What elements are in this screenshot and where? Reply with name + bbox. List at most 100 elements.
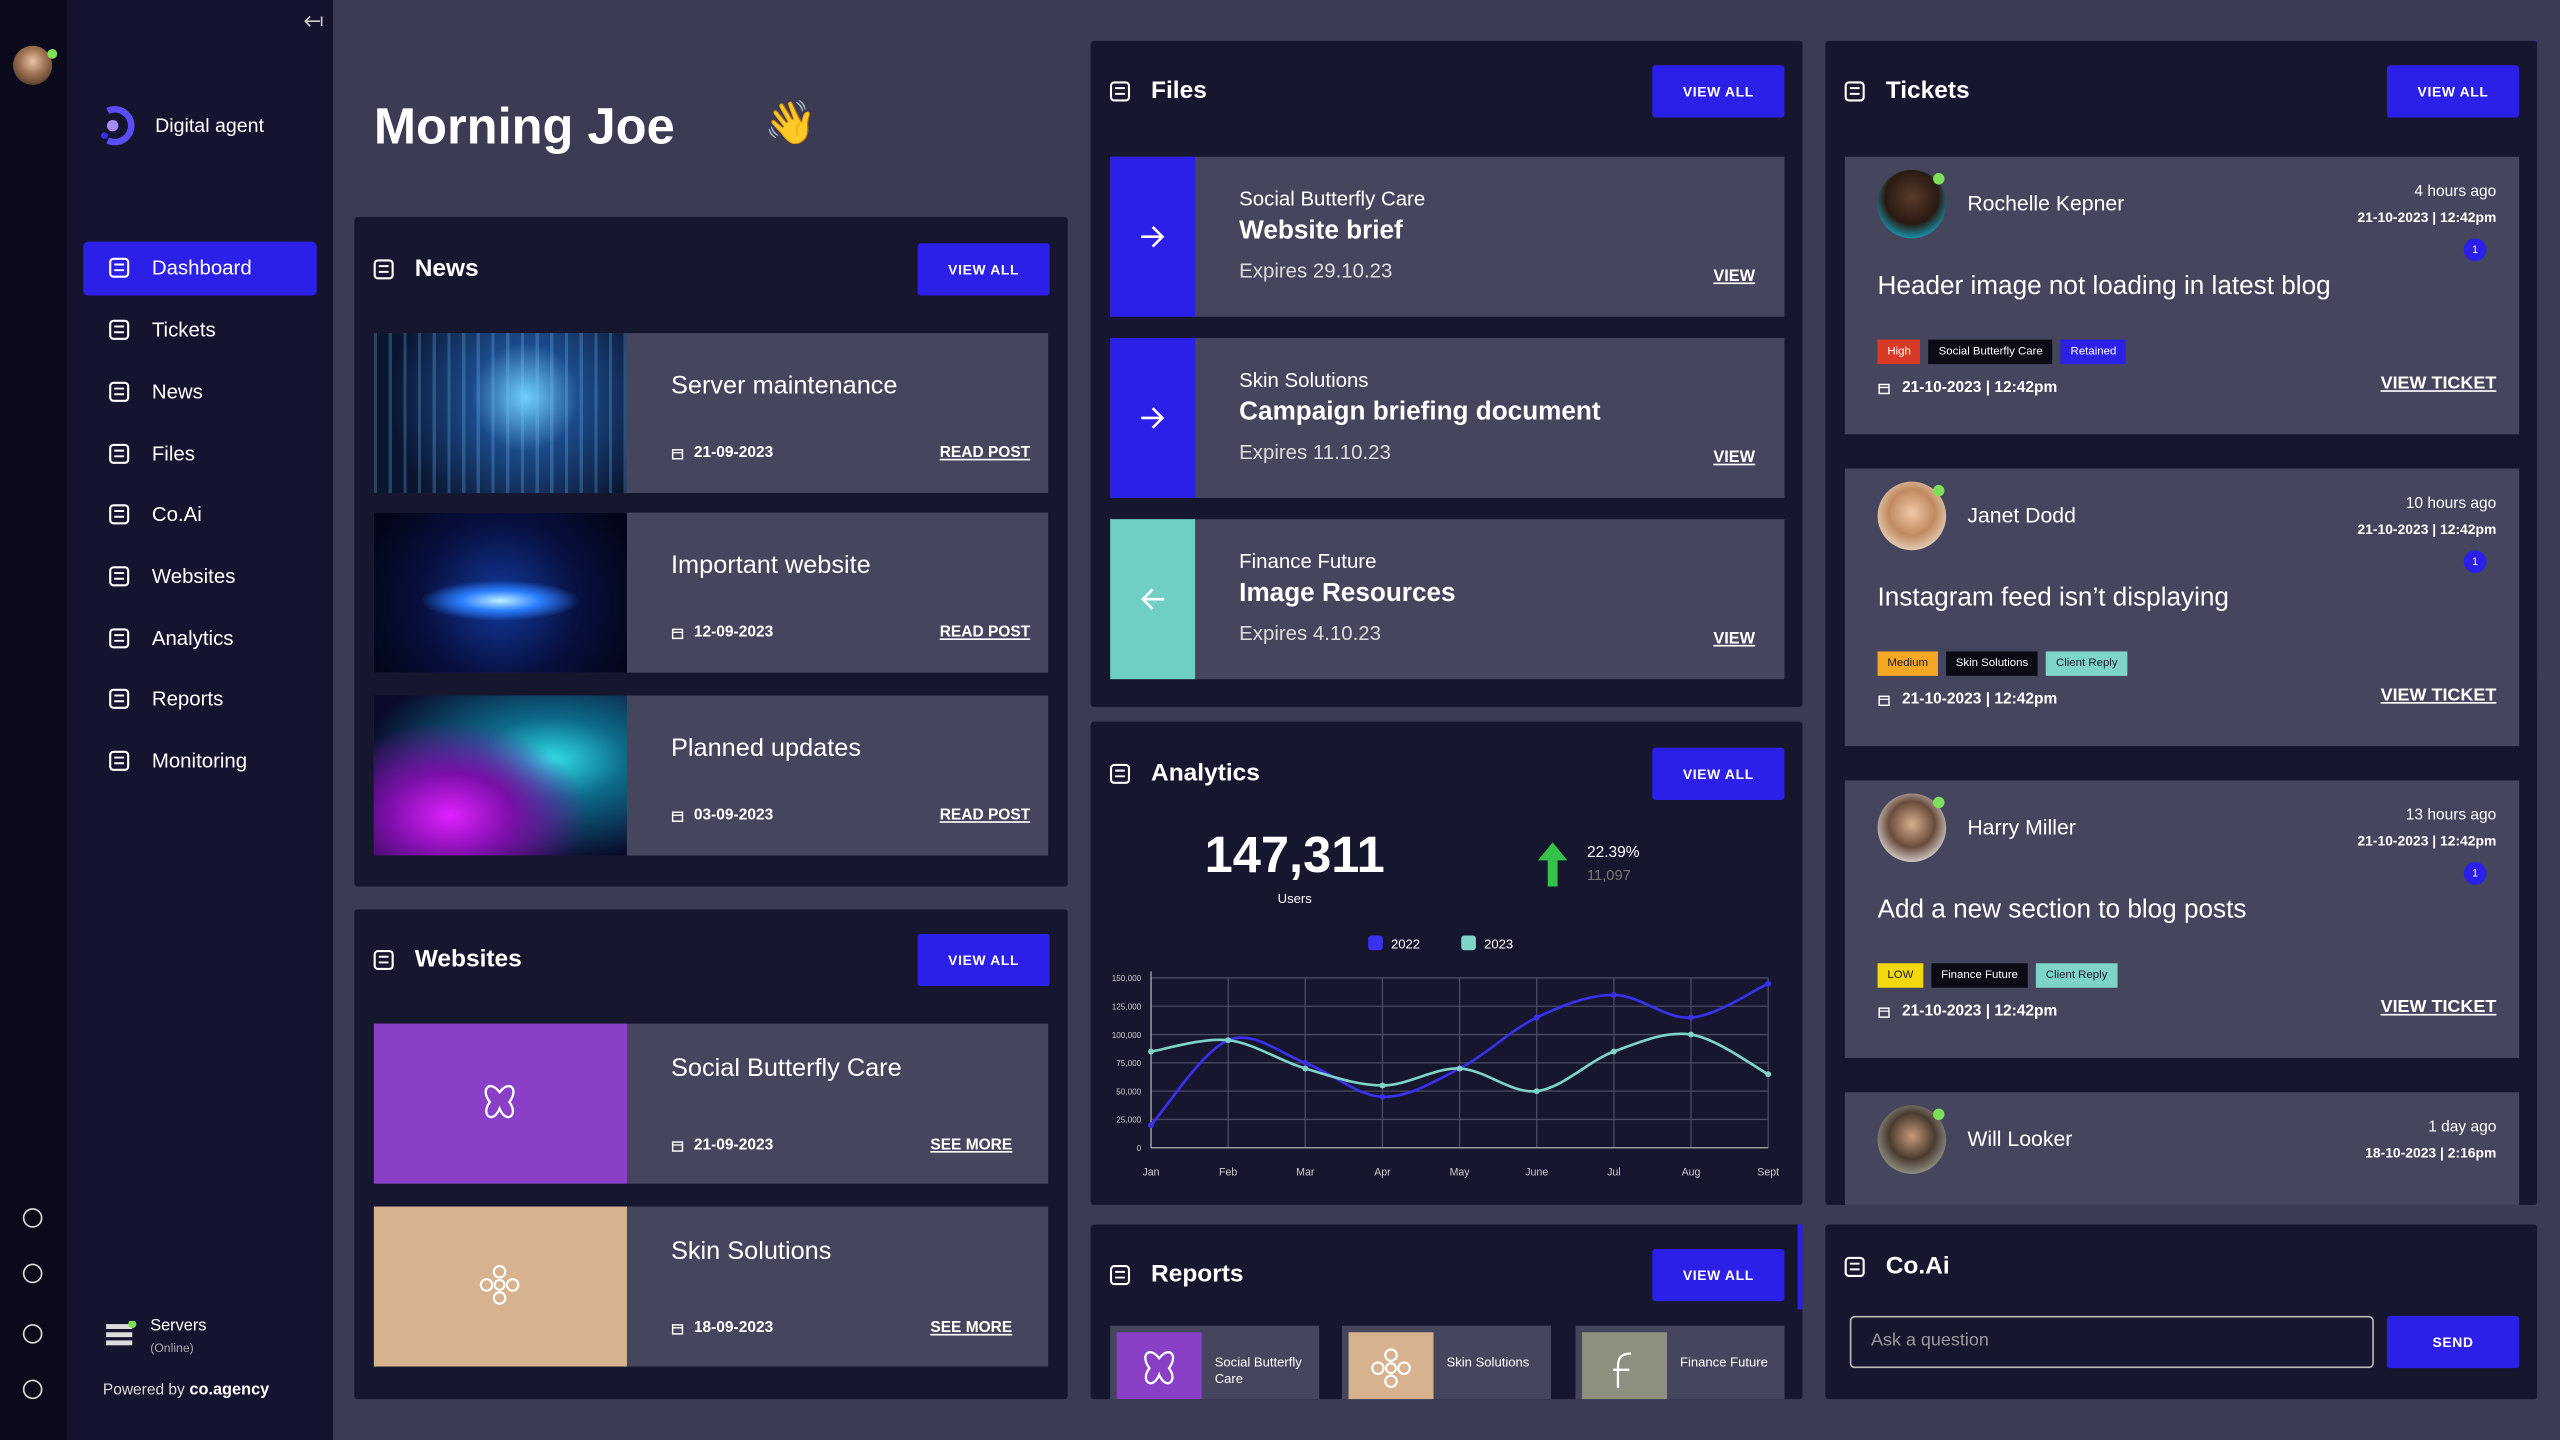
icon	[1844, 81, 1865, 102]
servers-status: (Online)	[150, 1339, 194, 1355]
news-title: Important website	[671, 551, 871, 580]
ticket-created: 21-10-2023 | 12:42pm	[1902, 379, 2058, 398]
rail-icon[interactable]	[22, 1324, 43, 1344]
rail-icon[interactable]	[22, 1263, 43, 1284]
data-point	[1148, 1048, 1154, 1055]
data-point	[1688, 1031, 1694, 1038]
report-name: Finance Future	[1679, 1355, 1768, 1370]
nav-item[interactable]: Analytics	[151, 626, 234, 649]
file-title: Campaign briefing document	[1239, 399, 1601, 427]
panel-title: News	[414, 254, 479, 283]
ticket-created: 21-10-2023 | 12:42pm	[1902, 691, 2058, 710]
rail-icon[interactable]	[22, 1379, 43, 1400]
file-title: Website brief	[1239, 217, 1403, 246]
read-post-link[interactable]: READ POST	[939, 624, 1031, 643]
icon-shape	[109, 566, 130, 587]
logo	[101, 106, 135, 146]
icon	[1109, 763, 1131, 784]
view-all-button[interactable]: VIEW ALL	[1652, 1248, 1785, 1302]
ticket-tag: Medium	[1877, 651, 1938, 676]
total-users: 147,311	[1204, 826, 1385, 884]
data-point	[1148, 1122, 1154, 1129]
see-more-link[interactable]: SEE MORE	[930, 1136, 1013, 1155]
question-input[interactable]: Ask a question	[1849, 1315, 2374, 1369]
x-tick-label: Mar	[1296, 1167, 1315, 1179]
servers-label: Servers	[150, 1317, 207, 1336]
view-all-button[interactable]: VIEW ALL	[917, 933, 1050, 987]
icon-shape	[1151, 226, 1165, 248]
news-title: Planned updates	[671, 734, 861, 762]
ticket-tag: Client Reply	[2046, 651, 2128, 676]
website-card: Social Butterfly Care 21-09-2023 SEE MORE	[373, 1023, 1049, 1184]
read-post-link[interactable]: READ POST	[939, 807, 1031, 825]
report-item[interactable]: Finance Future	[1575, 1325, 1785, 1400]
view-all-button[interactable]: VIEW ALL	[1652, 747, 1785, 800]
report-item[interactable]: Social Butterfly Care	[1110, 1325, 1320, 1400]
view-all-button[interactable]: VIEW ALL	[917, 243, 1050, 296]
view-all-button[interactable]: VIEW ALL	[2386, 65, 2520, 118]
nav-item[interactable]: Reports	[151, 686, 224, 710]
ticket-created: 21-10-2023 | 12:42pm	[1902, 1002, 2058, 1021]
nav-item[interactable]: Dashboard	[151, 255, 252, 279]
nav-item[interactable]: Tickets	[151, 317, 216, 341]
view-ticket-link[interactable]: VIEW TICKET	[2380, 998, 2497, 1018]
icon-shape	[109, 688, 130, 709]
nav-item[interactable]: Co.Ai	[151, 502, 202, 525]
icon-shape	[106, 119, 119, 132]
rail-icon[interactable]	[22, 1208, 43, 1228]
icon-shape	[671, 1141, 684, 1152]
file-view-link[interactable]: VIEW	[1713, 630, 1756, 649]
view-ticket-link[interactable]: VIEW TICKET	[2380, 374, 2497, 395]
panel-title: Files	[1151, 76, 1207, 105]
nav-item[interactable]: Monitoring	[151, 748, 248, 772]
news-card: Planned updates 03-09-2023 READ POST	[373, 695, 1049, 856]
icon-shape	[484, 1085, 515, 1119]
file-view-link[interactable]: VIEW	[1713, 448, 1756, 467]
see-more-link[interactable]: SEE MORE	[930, 1319, 1013, 1338]
icon-shape	[1385, 1362, 1397, 1375]
avatar-online-dot	[1933, 796, 1945, 809]
icon-shape	[106, 1332, 133, 1338]
total-label: Users	[1277, 891, 1312, 907]
panel-title: Reports	[1151, 1260, 1244, 1289]
icon-shape	[109, 504, 130, 525]
file-client: Finance Future	[1239, 549, 1377, 573]
data-point	[1225, 1037, 1232, 1044]
greeting: Morning Joe	[373, 98, 675, 156]
ticket-time-ago: 4 hours ago	[2414, 183, 2497, 202]
file-arrow	[1141, 407, 1165, 429]
icon-shape	[671, 449, 684, 460]
file-view-link[interactable]: VIEW	[1713, 267, 1756, 286]
x-tick-label: Aug	[1682, 1167, 1701, 1179]
icon-shape	[304, 15, 311, 27]
news-card: Server maintenance 21-09-2023 READ POST	[373, 333, 1049, 494]
ticket-name: Will Looker	[1967, 1126, 2073, 1152]
view-all-button[interactable]: VIEW ALL	[1652, 65, 1785, 118]
icon-shape	[109, 319, 130, 340]
nav-item[interactable]: News	[151, 379, 203, 403]
icon	[109, 443, 130, 464]
report-item[interactable]: Skin Solutions	[1342, 1325, 1552, 1400]
ticket-time-ago: 10 hours ago	[2405, 495, 2497, 514]
ticket-time-ago: 1 day ago	[2428, 1118, 2497, 1137]
icon-shape	[373, 259, 394, 280]
report-thumb	[1582, 1332, 1667, 1400]
news-date: 21-09-2023	[693, 444, 774, 463]
icon-shape	[671, 811, 684, 822]
view-ticket-link[interactable]: VIEW TICKET	[2380, 686, 2497, 706]
legend-label: 2022	[1391, 937, 1420, 952]
report-logo	[1371, 1348, 1411, 1388]
ticket-tag: Client Reply	[2035, 963, 2118, 988]
nav-item[interactable]: Websites	[151, 564, 236, 587]
ticket-tags: Medium Skin Solutions Client Reply	[1877, 651, 2128, 676]
calendar-icon	[671, 811, 684, 822]
news-image	[373, 695, 627, 856]
greeting-emoji: 👋	[764, 100, 817, 150]
website-image	[373, 1023, 627, 1184]
nav-item[interactable]: Files	[151, 441, 195, 465]
read-post-link[interactable]: READ POST	[939, 444, 1031, 463]
news-image	[373, 333, 627, 494]
ticket-tag: High	[1877, 339, 1921, 365]
send-button[interactable]: SEND	[2386, 1315, 2520, 1369]
report-name: Skin Solutions	[1446, 1355, 1530, 1370]
